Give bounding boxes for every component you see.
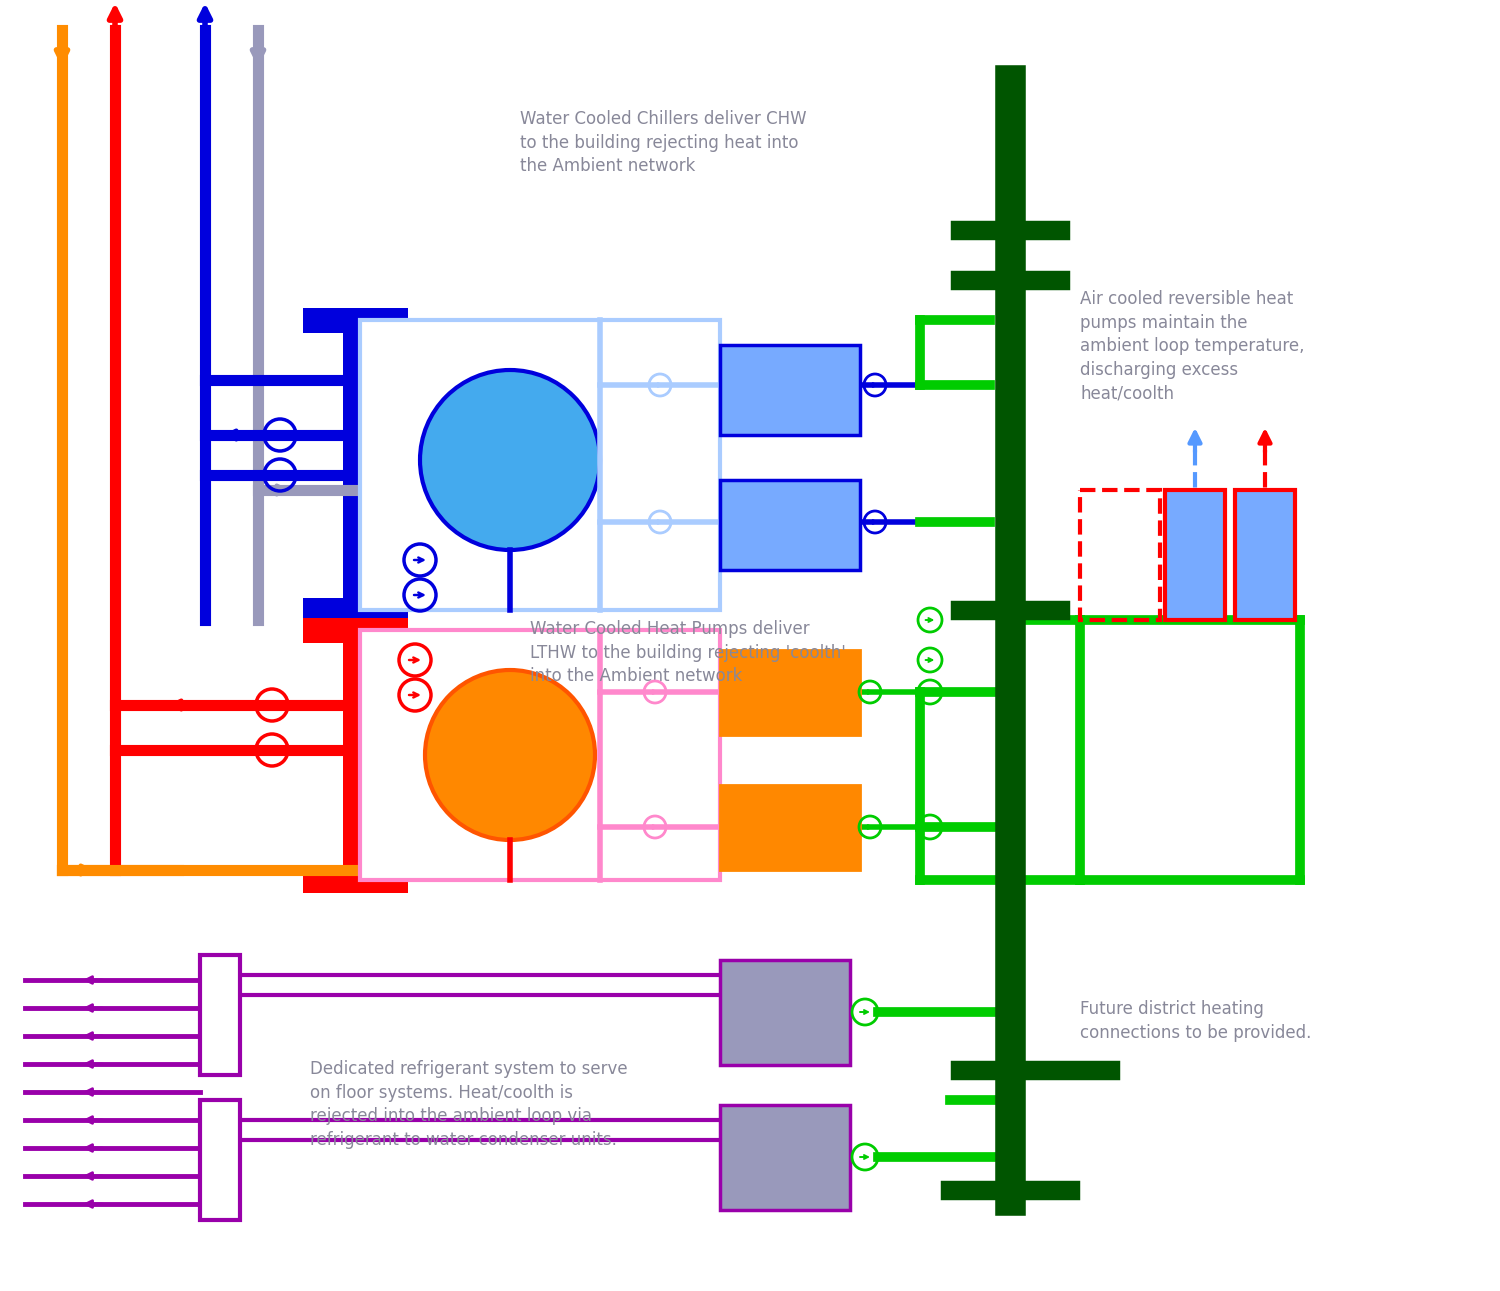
Bar — [720, 1105, 850, 1210]
Bar — [720, 785, 860, 870]
Bar — [720, 961, 850, 1065]
Text: Water Cooled Heat Pumps deliver
LTHW to the building rejecting 'coolth'
into the: Water Cooled Heat Pumps deliver LTHW to … — [530, 620, 846, 686]
Bar — [1234, 491, 1294, 620]
Text: Future district heating
connections to be provided.: Future district heating connections to b… — [1080, 1001, 1311, 1042]
Bar — [720, 480, 860, 571]
Bar — [720, 345, 860, 435]
Bar — [720, 649, 860, 735]
Circle shape — [424, 670, 596, 840]
Bar — [360, 630, 720, 880]
Text: Dedicated refrigerant system to serve
on floor systems. Heat/coolth is
rejected : Dedicated refrigerant system to serve on… — [310, 1060, 627, 1149]
Bar — [200, 955, 240, 1075]
Bar — [1080, 491, 1160, 620]
Text: Air cooled reversible heat
pumps maintain the
ambient loop temperature,
discharg: Air cooled reversible heat pumps maintai… — [1080, 290, 1305, 403]
Text: Water Cooled Chillers deliver CHW
to the building rejecting heat into
the Ambien: Water Cooled Chillers deliver CHW to the… — [520, 110, 807, 176]
Bar — [200, 1100, 240, 1220]
Bar — [360, 320, 720, 611]
Circle shape — [420, 371, 600, 550]
Bar — [1166, 491, 1226, 620]
